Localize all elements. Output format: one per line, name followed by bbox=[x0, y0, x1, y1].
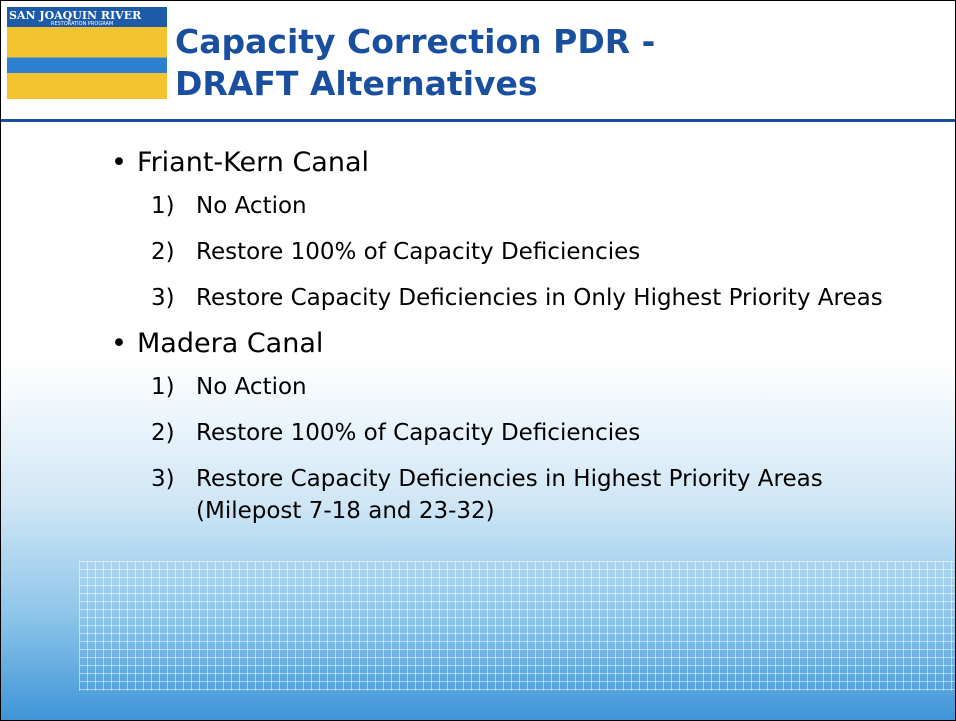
logo: SAN JOAQUIN RIVER RESTORATION PROGRAM bbox=[7, 7, 167, 99]
title-line: DRAFT Alternatives bbox=[175, 64, 538, 103]
item-text: Restore 100% of Capacity Deficiencies bbox=[196, 239, 641, 265]
list-item: 2) Restore 100% of Capacity Deficiencies bbox=[151, 236, 911, 268]
item-number: 1) bbox=[151, 374, 175, 400]
item-number: 1) bbox=[151, 193, 175, 219]
item-number: 2) bbox=[151, 420, 175, 446]
list-item: 3) Restore Capacity Deficiencies in Only … bbox=[151, 282, 911, 314]
list-item: 1) No Action bbox=[151, 190, 911, 222]
list-item: 3) Restore Capacity Deficiencies in Highe… bbox=[151, 463, 911, 527]
item-text: No Action bbox=[196, 193, 307, 219]
bullet-heading: Friant-Kern Canal bbox=[111, 147, 911, 178]
item-text: No Action bbox=[196, 374, 307, 400]
list-item: 2) Restore 100% of Capacity Deficiencies bbox=[151, 417, 911, 449]
item-number: 3) bbox=[151, 466, 175, 492]
logo-subtext: RESTORATION PROGRAM bbox=[51, 21, 114, 27]
title: Capacity Correction PDR - DRAFT Alternati… bbox=[175, 21, 655, 105]
item-number: 3) bbox=[151, 285, 175, 311]
content: Friant-Kern Canal 1) No Action 2) Restore 10… bbox=[111, 141, 911, 541]
divider bbox=[1, 119, 955, 122]
item-text: Restore 100% of Capacity Deficiencies bbox=[196, 420, 641, 446]
list-item: 1) No Action bbox=[151, 371, 911, 403]
title-line: Capacity Correction PDR - bbox=[175, 22, 656, 61]
item-text: Restore Capacity Deficiencies in Highest… bbox=[196, 466, 823, 524]
logo-text: SAN JOAQUIN RIVER bbox=[9, 9, 142, 22]
background-grid bbox=[79, 561, 955, 691]
item-number: 2) bbox=[151, 239, 175, 265]
item-text: Restore Capacity Deficiencies in Only Hi… bbox=[196, 285, 883, 311]
bullet-heading: Madera Canal bbox=[111, 328, 911, 359]
